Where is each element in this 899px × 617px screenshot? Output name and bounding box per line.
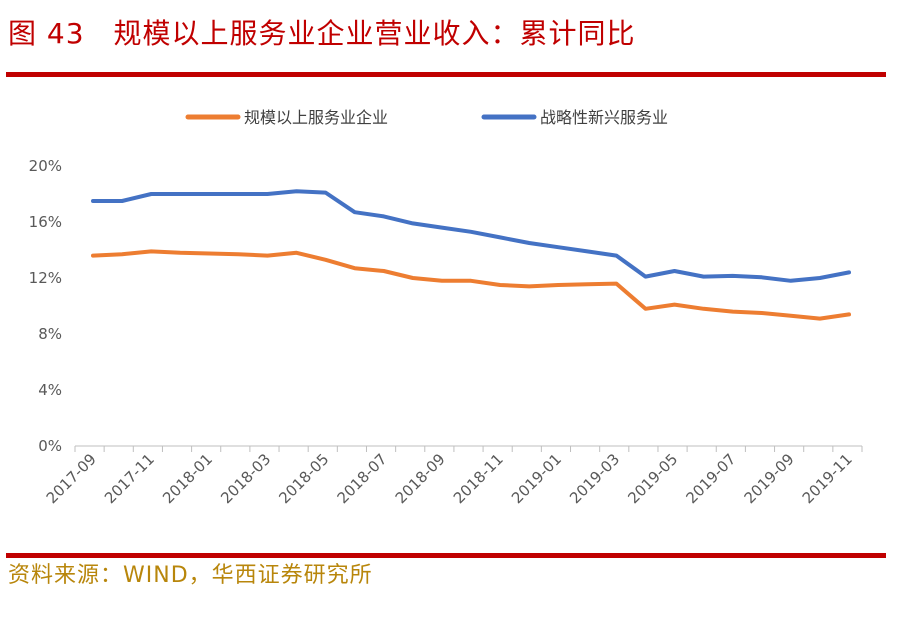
- y-tick-label: 12%: [29, 269, 62, 287]
- y-tick-label: 16%: [29, 213, 62, 231]
- legend-label-1: 规模以上服务业企业: [244, 108, 388, 127]
- series-layer: [91, 189, 851, 321]
- x-tick-label: 2018-01: [159, 450, 216, 507]
- figure-title: 图 43 规模以上服务业企业营业收入：累计同比: [8, 17, 636, 50]
- legend-label-2: 战略性新兴服务业: [540, 108, 668, 127]
- x-tick-label: 2019-05: [624, 450, 681, 507]
- x-axis: 2017-09 2017-11 2018-01 2018-03 2018-05 2018-…: [43, 445, 863, 507]
- y-tick-label: 8%: [38, 325, 62, 343]
- y-tick-label: 0%: [38, 437, 62, 455]
- source-divider: [6, 553, 886, 558]
- x-tick-label: 2017-09: [43, 450, 100, 507]
- x-tick-label: 2019-09: [741, 450, 798, 507]
- x-tick-label: 2018-07: [334, 450, 391, 507]
- series-line-1: [91, 249, 851, 321]
- y-axis: 0% 4% 8% 12% 16% 20%: [29, 157, 62, 455]
- x-tick-label: 2019-03: [566, 450, 623, 507]
- y-tick-label: 4%: [38, 381, 62, 399]
- series-line-2: [91, 189, 851, 283]
- x-tick-label: 2017-11: [101, 450, 158, 507]
- chart-legend: 规模以上服务业企业 战略性新兴服务业: [185, 108, 668, 127]
- x-tick-label: 2018-09: [392, 450, 449, 507]
- x-tick-label: 2018-03: [217, 450, 274, 507]
- title-divider: [6, 72, 886, 77]
- y-tick-label: 20%: [29, 157, 62, 175]
- source-note: 资料来源：WIND，华西证券研究所: [8, 563, 373, 588]
- x-tick-label: 2018-05: [275, 450, 332, 507]
- x-tick-label: 2019-11: [799, 450, 856, 507]
- x-tick-label: 2018-11: [450, 450, 507, 507]
- x-tick-label: 2019-01: [508, 450, 565, 507]
- x-tick-label: 2019-07: [682, 450, 739, 507]
